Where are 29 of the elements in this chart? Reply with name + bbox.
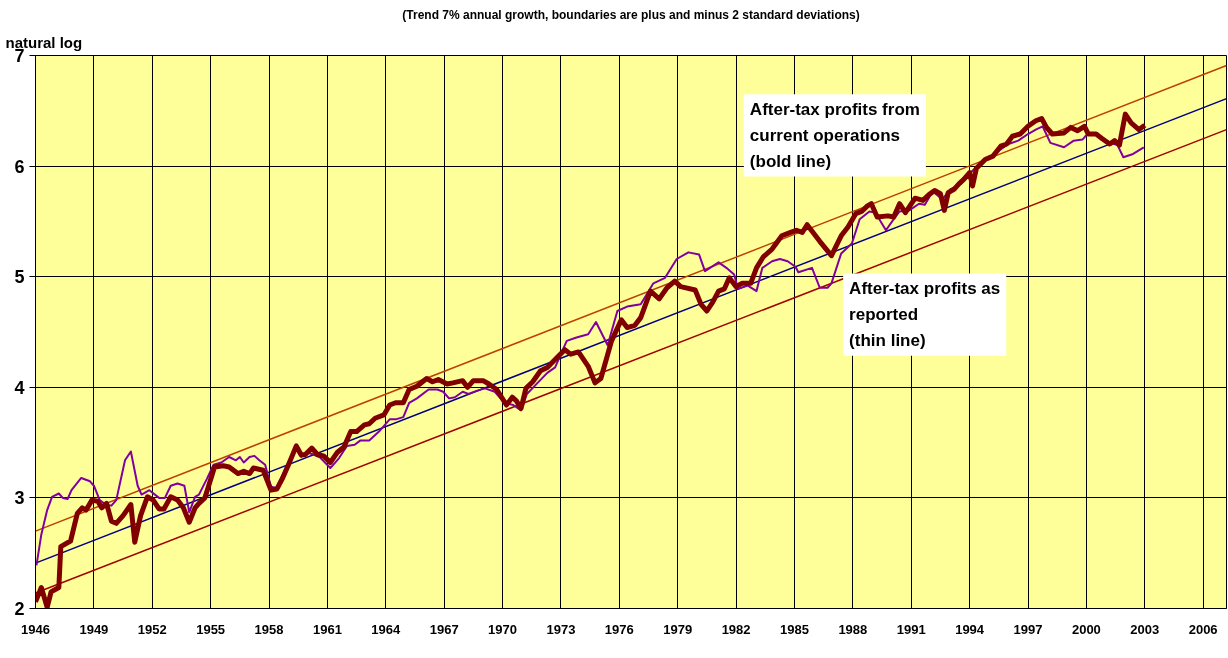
y-tick-label: 3 [14, 488, 25, 509]
x-tick-label: 1979 [663, 621, 693, 637]
x-tick-label: 1991 [896, 621, 926, 637]
x-tick-label: 1997 [1013, 621, 1043, 637]
y-tick-label: 5 [14, 267, 25, 288]
x-tick-label: 1952 [137, 621, 167, 637]
x-tick-label: 1961 [312, 621, 342, 637]
annotation: After-tax profits as reported (thin line) [849, 279, 1001, 350]
y-tick-label: 4 [14, 377, 25, 398]
x-tick-label: 2000 [1071, 621, 1101, 637]
x-tick-label: 1973 [546, 621, 576, 637]
y-tick-label: 6 [14, 156, 25, 177]
x-tick-label: 1976 [604, 621, 634, 637]
x-tick-label: 1982 [721, 621, 751, 637]
x-tick-label: 1964 [371, 621, 402, 637]
x-tick-label: 1970 [488, 621, 518, 637]
x-tick-label: 2006 [1188, 621, 1218, 637]
x-tick-label: 1988 [838, 621, 868, 637]
x-tick-label: 2003 [1130, 621, 1160, 637]
x-tick-label: 1958 [254, 621, 284, 637]
x-tick-label: 1949 [79, 621, 109, 637]
x-tick-label: 1946 [21, 621, 50, 637]
annotation: After-tax profits from current operations (bold line) [749, 100, 920, 171]
x-tick-label: 1955 [196, 621, 226, 637]
y-tick-label: 2 [14, 599, 25, 619]
x-tick-label: 1994 [955, 621, 985, 637]
x-tick-label: 1967 [429, 621, 459, 637]
x-tick-label: 1985 [780, 621, 809, 637]
chart-title: (Trend 7% annual growth, boundaries are plus and minus 2 standard deviations) [402, 7, 860, 22]
